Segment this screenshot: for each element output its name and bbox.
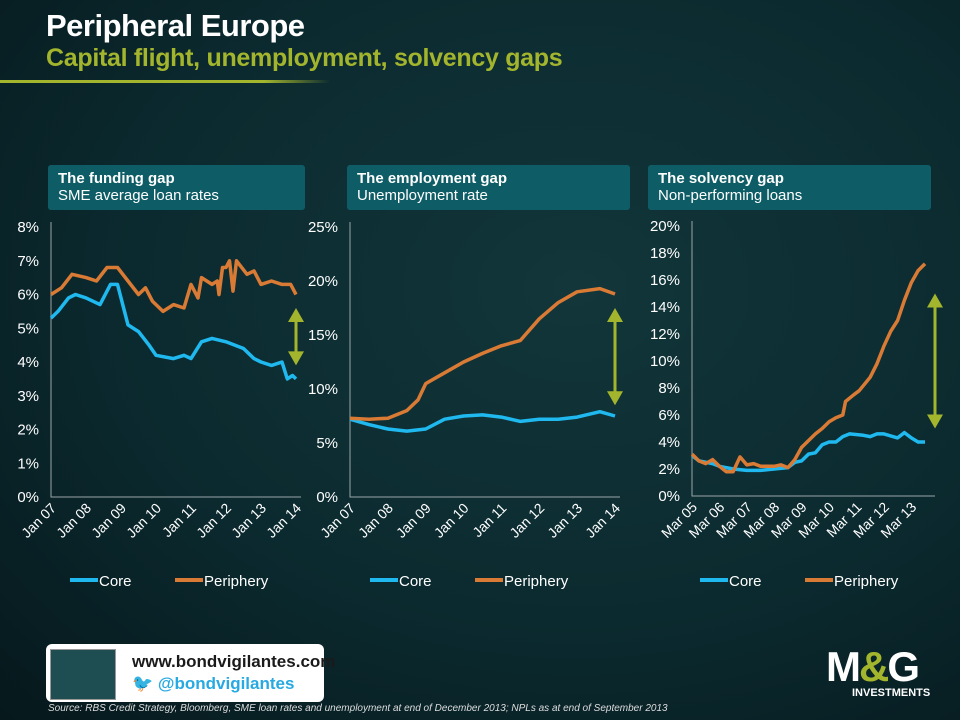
chart-subtitle: SME average loan rates bbox=[58, 187, 219, 204]
x-tick-label: Jan 10 bbox=[431, 500, 472, 541]
y-tick-label: 14% bbox=[650, 299, 680, 316]
x-tick-label: Jan 11 bbox=[159, 500, 199, 540]
x-tick-label: Jan 12 bbox=[506, 500, 547, 541]
legend-label-periphery: Periphery bbox=[504, 573, 569, 590]
solvency-gap-header: The solvency gap Non-performing loans bbox=[648, 165, 931, 210]
y-tick-label: 3% bbox=[17, 388, 39, 405]
chart-subtitle: Non-performing loans bbox=[658, 187, 803, 204]
y-tick-label: 20% bbox=[650, 218, 680, 235]
funding-gap-header: The funding gap SME average loan rates bbox=[48, 165, 305, 210]
x-tick-label: Jan 10 bbox=[123, 500, 164, 541]
x-tick-label: Jan 14 bbox=[263, 500, 304, 541]
x-tick-label: Jan 08 bbox=[53, 500, 94, 541]
y-tick-label: 15% bbox=[308, 327, 338, 344]
periphery-line bbox=[50, 259, 298, 314]
x-tick-label: Jan 12 bbox=[193, 500, 234, 541]
axis bbox=[50, 222, 301, 498]
y-tick-label: 7% bbox=[17, 253, 39, 270]
axis bbox=[691, 221, 935, 497]
page-title: Peripheral Europe bbox=[46, 8, 305, 43]
x-tick-label: Jan 08 bbox=[355, 500, 396, 541]
y-tick-label: 6% bbox=[658, 407, 680, 424]
y-tick-label: 2% bbox=[658, 461, 680, 478]
y-tick-label: 20% bbox=[308, 273, 338, 290]
x-tick-label: Jan 09 bbox=[88, 500, 129, 541]
chart-title: The solvency gap bbox=[658, 170, 784, 187]
source-note: Source: RBS Credit Strategy, Bloomberg, … bbox=[48, 703, 668, 714]
y-tick-label: 18% bbox=[650, 245, 680, 262]
x-tick-label: Jan 14 bbox=[582, 500, 623, 541]
gap-arrowheads bbox=[927, 293, 943, 429]
y-tick-label: 8% bbox=[17, 219, 39, 236]
x-tick-label: Jan 09 bbox=[393, 500, 434, 541]
legend-label-periphery: Periphery bbox=[204, 573, 269, 590]
mg-logo-subtitle: INVESTMENTS bbox=[852, 687, 931, 699]
y-tick-label: 4% bbox=[658, 434, 680, 451]
y-tick-label: 0% bbox=[316, 489, 338, 506]
y-tick-label: 5% bbox=[316, 435, 338, 452]
y-tick-label: 0% bbox=[17, 489, 39, 506]
y-tick-label: 2% bbox=[17, 422, 39, 439]
chart-subtitle: Unemployment rate bbox=[357, 187, 488, 204]
x-tick-label: Jan 13 bbox=[228, 500, 269, 541]
legend-label-core: Core bbox=[99, 573, 132, 590]
periphery-line bbox=[690, 262, 927, 474]
core-line bbox=[49, 282, 298, 381]
periphery-line bbox=[349, 286, 616, 421]
y-tick-label: 0% bbox=[658, 488, 680, 505]
employment-gap-header: The employment gap Unemployment rate bbox=[347, 165, 630, 210]
chart-title: The employment gap bbox=[357, 170, 508, 187]
y-tick-label: 25% bbox=[308, 219, 338, 236]
twitter-bird-icon: 🐦 bbox=[132, 674, 154, 693]
bond-vigilantes-logo bbox=[50, 649, 116, 700]
page-subtitle: Capital flight, unemployment, solvency g… bbox=[46, 44, 563, 72]
y-tick-label: 6% bbox=[17, 287, 39, 304]
y-tick-label: 10% bbox=[308, 381, 338, 398]
y-tick-label: 8% bbox=[658, 380, 680, 397]
y-tick-label: 10% bbox=[650, 353, 680, 370]
title-divider bbox=[0, 80, 330, 83]
legend-label-periphery: Periphery bbox=[834, 573, 899, 590]
y-tick-label: 1% bbox=[17, 455, 39, 472]
bond-vigilantes-banner[interactable]: www.bondvigilantes.com 🐦 @bondvigilantes bbox=[46, 644, 335, 702]
website-link[interactable]: www.bondvigilantes.com bbox=[132, 652, 336, 671]
y-tick-label: 5% bbox=[17, 320, 39, 337]
twitter-handle[interactable]: 🐦 @bondvigilantes bbox=[132, 674, 294, 694]
mg-logo: M&G bbox=[826, 643, 920, 690]
core-line bbox=[349, 409, 616, 433]
y-tick-label: 12% bbox=[650, 326, 680, 343]
chart-title: The funding gap bbox=[58, 170, 175, 187]
legend-label-core: Core bbox=[729, 573, 762, 590]
x-tick-label: Jan 11 bbox=[469, 500, 509, 540]
x-tick-label: Jan 13 bbox=[544, 500, 585, 541]
core-line bbox=[690, 430, 925, 473]
legend-label-core: Core bbox=[399, 573, 432, 590]
y-tick-label: 16% bbox=[650, 272, 680, 289]
gap-arrowheads bbox=[288, 308, 304, 366]
axis bbox=[349, 222, 620, 498]
twitter-text: @bondvigilantes bbox=[157, 674, 295, 693]
y-tick-label: 4% bbox=[17, 354, 39, 371]
